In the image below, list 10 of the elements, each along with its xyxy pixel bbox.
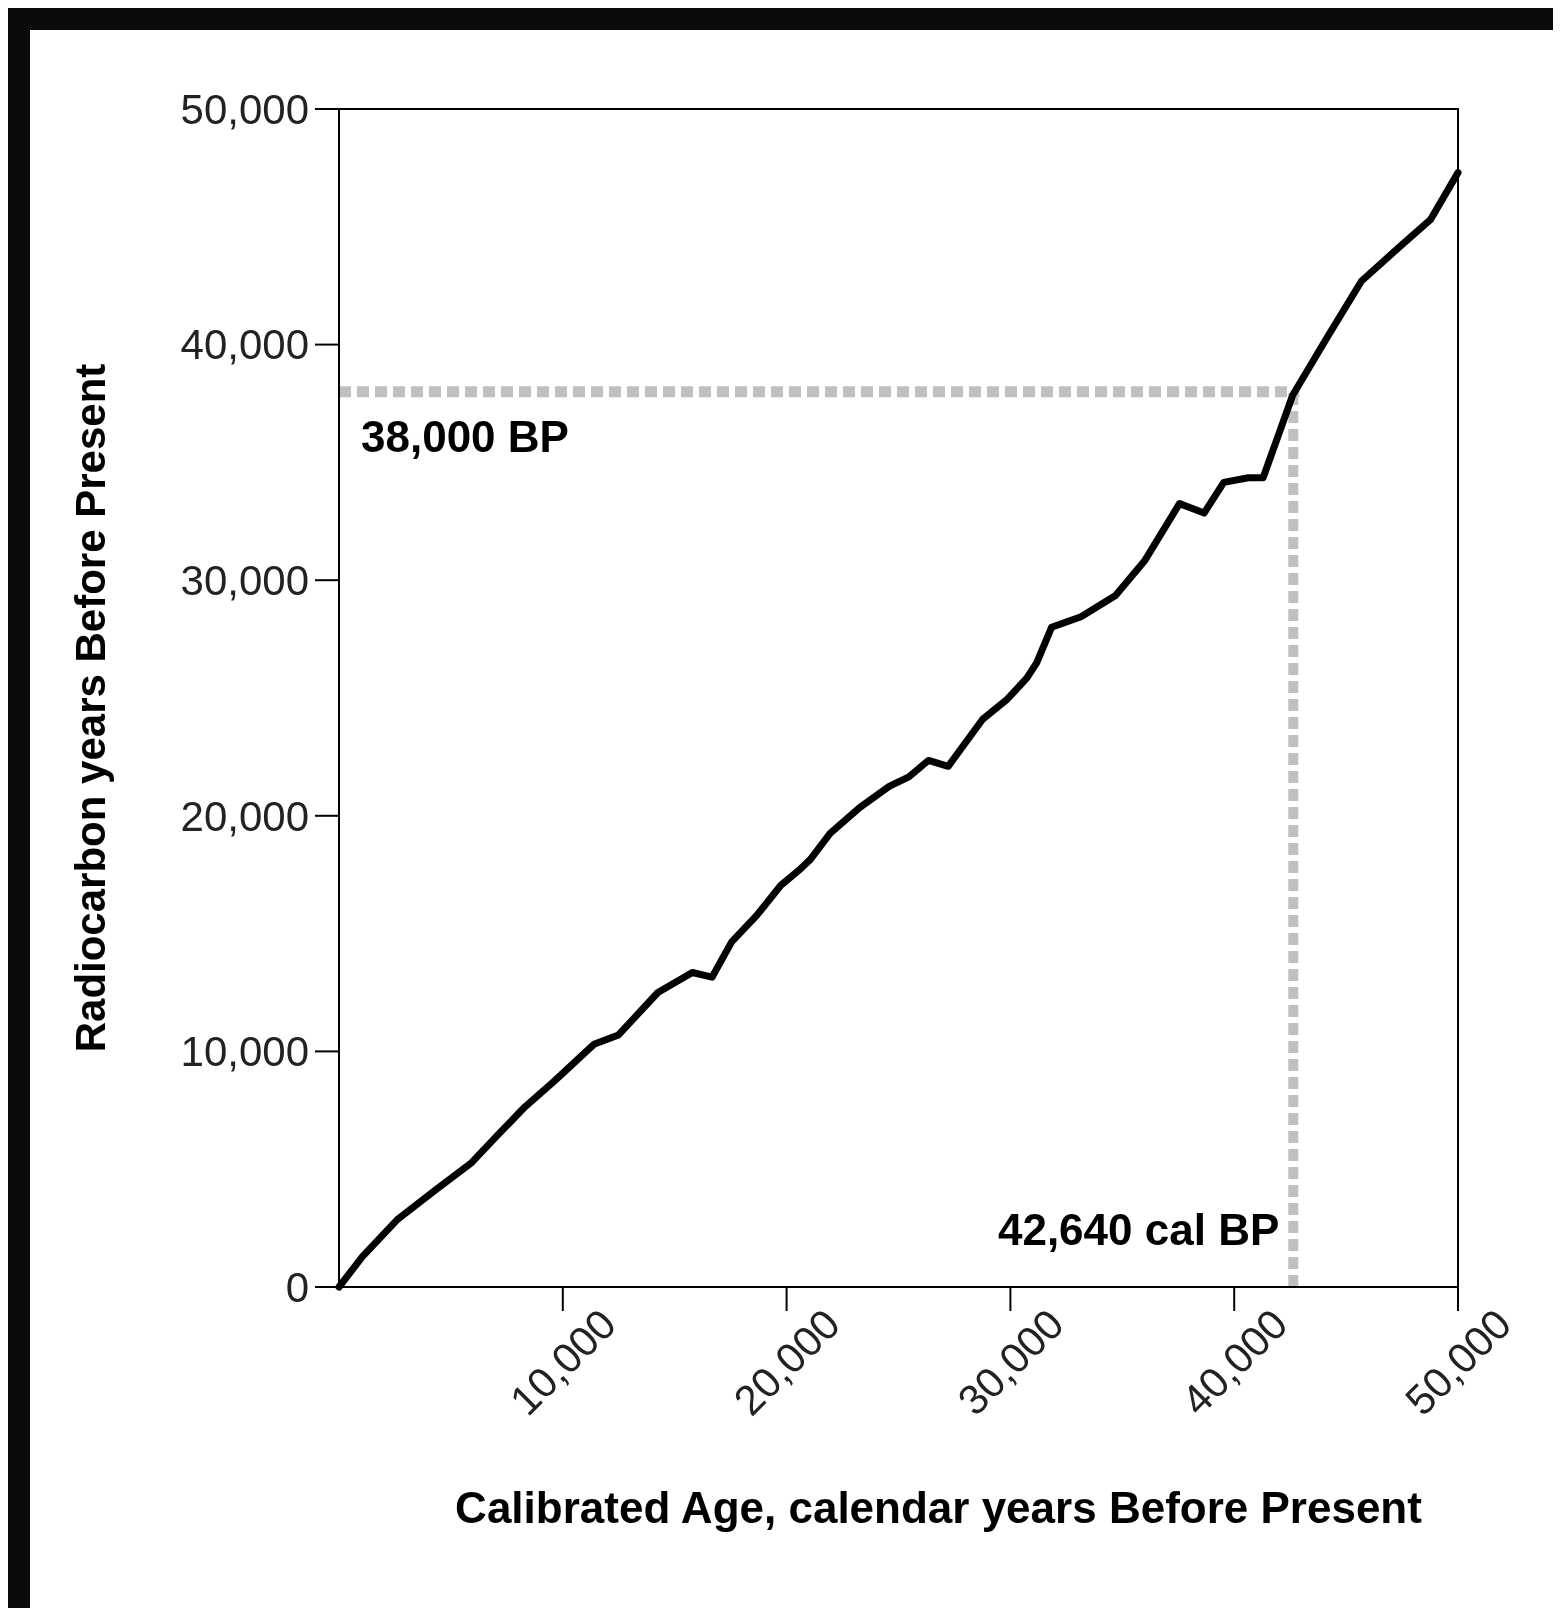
ref-line-label: 42,640 cal BP <box>997 1205 1280 1254</box>
ref-line-label: 38,000 BP <box>361 411 569 461</box>
y-tick-label: 20,000 <box>180 792 309 840</box>
y-axis-title: Radiocarbon years Before Present <box>67 363 114 1053</box>
y-tick-label: 50,000 <box>180 85 309 133</box>
y-tick-label: 10,000 <box>180 1028 309 1076</box>
y-tick-label: 0 <box>285 1263 309 1311</box>
y-tick-label: 40,000 <box>180 321 309 369</box>
y-tick-label: 30,000 <box>180 556 309 604</box>
x-axis-title: Calibrated Age, calendar years Before Present <box>455 1483 1423 1532</box>
